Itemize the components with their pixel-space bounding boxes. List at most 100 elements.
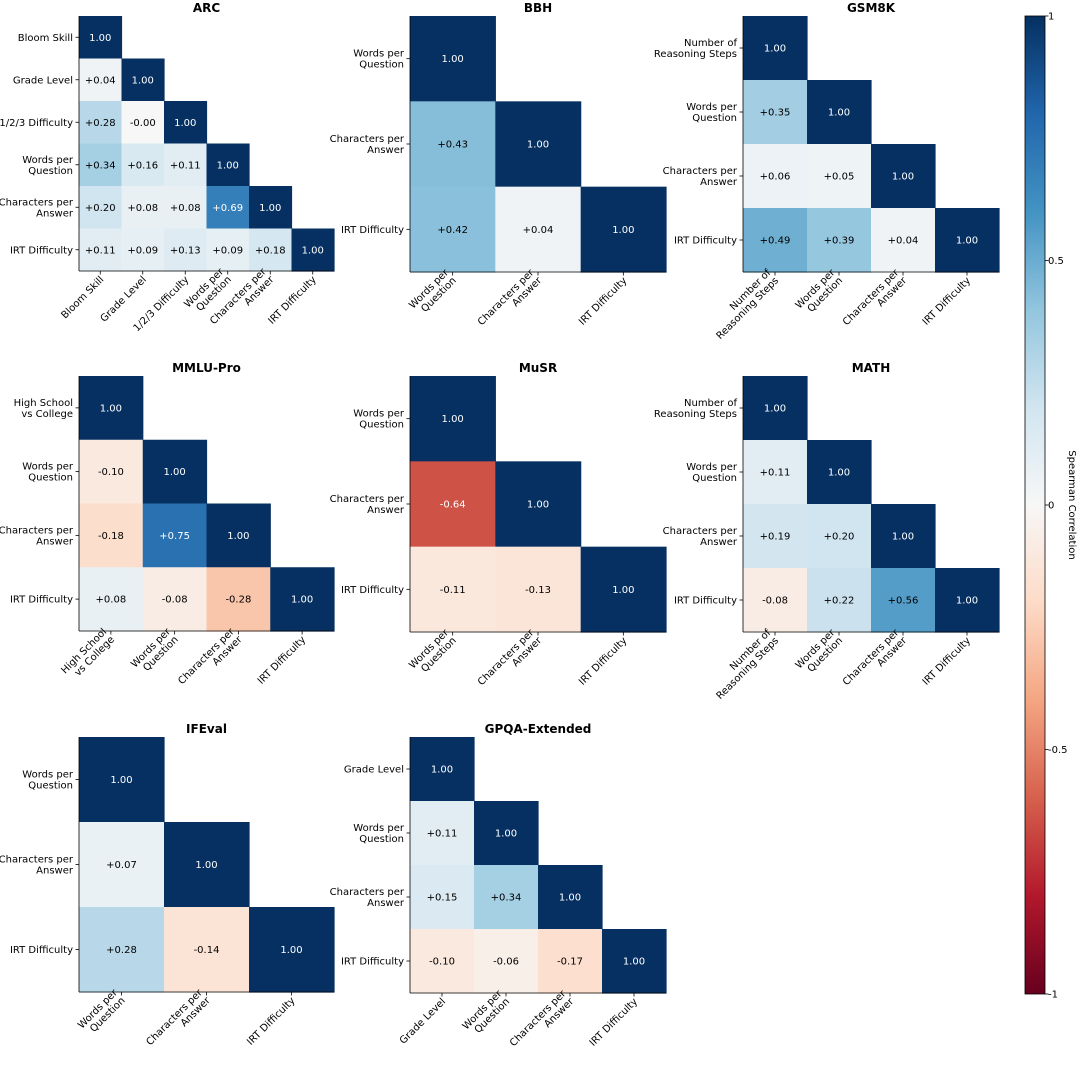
cell-label: +0.22 <box>824 596 855 607</box>
heatmap-cell <box>164 101 208 145</box>
heatmap-cell <box>142 503 208 568</box>
heatmap-cell <box>410 929 475 994</box>
heatmap-cell <box>249 186 293 230</box>
cell-label: +0.06 <box>760 172 791 183</box>
heatmap-cell <box>79 228 123 272</box>
heatmap-cell <box>410 546 496 633</box>
x-tick-label: IRT Difficulty <box>577 635 629 687</box>
panel-title: GSM8K <box>847 1 896 15</box>
heatmap-cell <box>807 80 872 145</box>
heatmap-cell <box>79 503 144 568</box>
heatmap-cell <box>79 822 165 908</box>
cell-label: 1.00 <box>100 403 122 414</box>
cell-label: -0.10 <box>429 957 455 968</box>
x-tick-label: Characters perAnswer <box>841 267 910 336</box>
y-tick-label: IRT Difficulty <box>10 945 73 956</box>
heatmap-cell <box>743 16 808 81</box>
heatmap-cell <box>935 568 1000 633</box>
cell-label: 1.00 <box>828 468 850 479</box>
cell-label: -0.28 <box>225 595 251 606</box>
heatmap-cell <box>164 186 208 230</box>
cell-label: -0.13 <box>525 585 551 596</box>
heatmap-cell <box>495 186 582 273</box>
y-tick-label: Characters per Answer <box>330 887 405 909</box>
y-tick-label: IRT Difficulty <box>10 595 73 606</box>
heatmap-cell <box>121 228 165 272</box>
x-tick-label: Words perQuestion <box>461 988 513 1040</box>
y-tick-label: IRT Difficulty <box>674 596 737 607</box>
heatmap-cell <box>580 546 667 633</box>
y-tick-label: IRT Difficulty <box>341 585 404 596</box>
x-tick-label: IRT Difficulty <box>588 996 640 1048</box>
heatmap-cell <box>121 143 165 187</box>
heatmap-musr: MuSR 1.00 -0.64 1.00 -0.11 -0.13 1.00 Words per… <box>330 361 667 688</box>
heatmap-cell <box>807 208 872 273</box>
cell-label: +0.39 <box>824 236 855 247</box>
y-tick-label: High School vs College <box>14 398 73 420</box>
y-tick-label: Characters per Answer <box>0 525 74 547</box>
heatmap-cell <box>743 208 808 273</box>
colorbar-label: Spearman Correlation <box>1066 450 1077 559</box>
x-tick-label: Words perQuestion <box>407 627 459 679</box>
x-tick-label: IRT Difficulty <box>577 275 629 327</box>
heatmap-cell <box>121 101 165 145</box>
colorbar-tick-label: 0 <box>1048 501 1054 512</box>
x-tick-label: Number ofReasoning Steps <box>707 627 782 702</box>
heatmap-cell <box>871 144 936 209</box>
cell-label: 1.00 <box>764 44 786 55</box>
x-tick-label: Characters perAnswer <box>144 987 213 1056</box>
y-tick-label: Words per Question <box>22 770 74 792</box>
y-tick-label: IRT Difficulty <box>341 957 404 968</box>
x-tick-label: Characters perAnswer <box>841 627 910 696</box>
heatmap-cell <box>164 143 208 187</box>
x-tick-label: Number ofReasoning Steps <box>707 267 782 342</box>
heatmap-cell <box>142 439 208 505</box>
x-tick-label: IRT Difficulty <box>921 635 973 687</box>
heatmap-cell <box>743 568 808 633</box>
cell-label: 1.00 <box>956 236 978 247</box>
heatmap-cell <box>807 568 872 633</box>
x-tick-label: High Schoolvs College <box>59 627 117 685</box>
cell-label: +0.04 <box>523 225 554 236</box>
colorbar-tick-label: -0.5 <box>1048 745 1068 756</box>
cell-label: 1.00 <box>302 245 324 256</box>
y-tick-label: Characters per Answer <box>663 166 738 188</box>
cell-label: +0.34 <box>491 893 522 904</box>
heatmap-cell <box>79 58 123 102</box>
cell-label: 1.00 <box>612 585 634 596</box>
heatmap-cell <box>121 186 165 230</box>
cell-label: +0.08 <box>170 203 201 214</box>
cell-label: 1.00 <box>892 532 914 543</box>
heatmap-mmlu-pro: MMLU-Pro 1.00 -0.10 1.00 -0.18 +0.75 1.00 +0.08… <box>0 361 335 687</box>
cell-label: +0.11 <box>427 829 458 840</box>
heatmap-cell <box>871 568 936 633</box>
panel-title: MuSR <box>519 361 557 375</box>
colorbar-tick-label: 0.5 <box>1048 256 1064 267</box>
heatmap-cell <box>79 907 165 993</box>
heatmap-panels: ARC 1.00 +0.04 1.00 +0.28 -0.00 1.00 +0.34 +0.16… <box>0 1 1000 1056</box>
cell-label: 1.00 <box>764 404 786 415</box>
cell-label: +0.75 <box>159 531 190 542</box>
heatmap-cell <box>495 461 582 548</box>
cell-label: 1.00 <box>559 893 581 904</box>
cell-label: +0.28 <box>85 118 116 129</box>
cell-label: +0.16 <box>127 160 158 171</box>
heatmap-cell <box>79 439 144 505</box>
y-tick-label: Words per Question <box>353 409 405 431</box>
colorbar-gradient <box>1024 15 1046 995</box>
y-tick-label: Grade Level <box>344 765 404 776</box>
x-tick-label: IRT Difficulty <box>245 995 297 1047</box>
cell-label: +0.11 <box>760 468 791 479</box>
heatmap-arc: ARC 1.00 +0.04 1.00 +0.28 -0.00 1.00 +0.34 +0.16… <box>0 1 335 334</box>
cell-label: -0.17 <box>557 957 583 968</box>
heatmap-cell <box>270 567 335 632</box>
heatmap-math: MATH 1.00 +0.11 1.00 +0.19 +0.20 1.00 -0.08 +0.2… <box>654 361 1000 702</box>
cell-label: +0.11 <box>170 160 201 171</box>
heatmap-cell <box>474 865 539 930</box>
cell-label: 1.00 <box>227 531 249 542</box>
colorbar-tick-label: 1 <box>1048 12 1054 23</box>
cell-label: 1.00 <box>623 957 645 968</box>
heatmap-cell <box>410 865 475 930</box>
cell-label: -0.08 <box>762 596 788 607</box>
